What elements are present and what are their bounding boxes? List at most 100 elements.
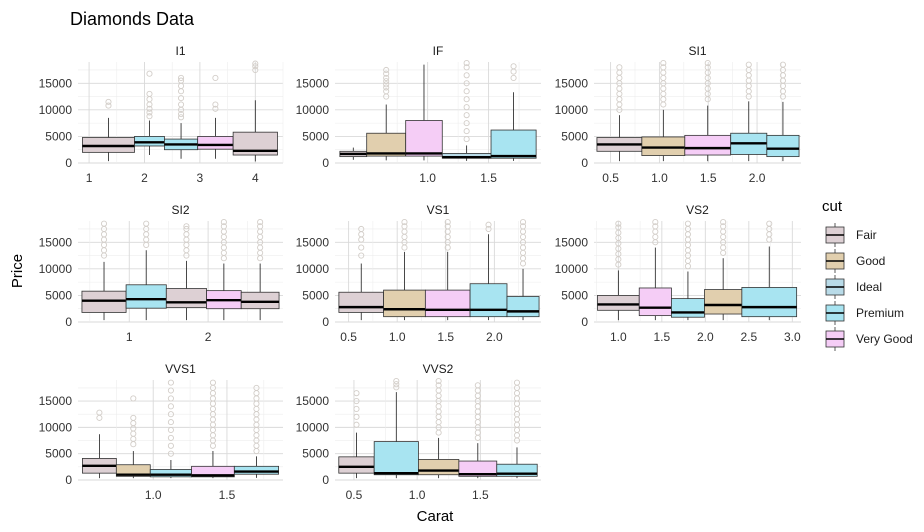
outlier-point: [167, 387, 174, 394]
x-tick-label: 1.5: [700, 171, 717, 185]
outlier-point: [167, 434, 174, 441]
box-premium: [149, 379, 192, 479]
outlier-point: [167, 442, 174, 449]
legend-label: Good: [856, 254, 885, 268]
outlier-point: [178, 95, 185, 102]
x-tick-label: 2: [205, 330, 212, 344]
box-iqr: [741, 287, 798, 318]
outlier-point: [252, 66, 259, 74]
box-iqr: [638, 287, 672, 317]
outlier-point: [684, 220, 691, 227]
box-fair: [338, 390, 375, 479]
y-tick-label: 0: [322, 315, 329, 329]
y-tick-label: 15000: [39, 76, 73, 90]
outlier-point: [100, 241, 108, 248]
outlier-point: [100, 236, 108, 243]
outlier-point: [616, 69, 623, 76]
x-tick-label: 1.5: [653, 330, 670, 344]
y-tick-label: 5000: [302, 288, 329, 302]
outlier-point: [143, 220, 150, 227]
legend-entry-good: Good: [825, 249, 885, 273]
y-tick-label: 5000: [561, 129, 588, 143]
outlier-point: [485, 225, 492, 233]
box-good: [641, 60, 686, 162]
y-tick-label: 10000: [296, 262, 330, 276]
outlier-point: [615, 220, 622, 227]
outlier-point: [220, 223, 227, 230]
outlier-point: [510, 74, 517, 81]
outlier-point: [745, 77, 752, 84]
outlier-point: [463, 112, 470, 119]
outlier-point: [652, 219, 659, 226]
outlier-point: [704, 74, 711, 81]
facet-strip-label: VVS2: [423, 362, 454, 376]
box-premium: [506, 219, 540, 321]
facet-panel-if: IF 0 5000 10000 15000 1.0 1.5: [296, 44, 541, 185]
facet-panel-vvs1: VVS1 0 5000 10000 15000 1.0 1.5: [39, 362, 283, 502]
x-tick-label: 1: [126, 330, 133, 344]
box-iqr: [338, 456, 375, 474]
box-iqr: [165, 288, 207, 309]
outlier-point: [220, 244, 227, 251]
outlier-point: [253, 416, 260, 423]
box-iqr: [671, 298, 705, 318]
y-tick-label: 0: [581, 156, 588, 170]
outlier-point: [745, 88, 752, 95]
outlier-point: [435, 413, 442, 420]
outlier-point: [463, 136, 470, 143]
box-very-good: [197, 74, 234, 159]
outlier-point: [183, 225, 190, 233]
outlier-point: [401, 233, 408, 240]
outlier-point: [183, 231, 190, 238]
y-tick-label: 10000: [296, 420, 330, 434]
x-tick-label: 1.0: [409, 488, 426, 502]
box-iqr: [490, 129, 537, 159]
facet-strip-label: IF: [433, 44, 444, 58]
box-fair: [240, 219, 280, 321]
outlier-point: [96, 409, 103, 416]
outlier-point: [616, 64, 623, 71]
outlier-point: [485, 221, 492, 228]
outlier-point: [652, 223, 659, 230]
outlier-point: [401, 223, 408, 230]
outlier-point: [652, 233, 659, 240]
outlier-point: [358, 252, 365, 259]
box-iqr: [338, 291, 384, 313]
x-tick-label: 0.5: [340, 330, 357, 344]
outlier-point: [393, 384, 400, 391]
x-tick-label: 2: [141, 171, 148, 185]
box-iqr: [641, 136, 686, 156]
outlier-point: [463, 60, 470, 67]
box-very-good: [206, 219, 242, 321]
box-iqr: [125, 284, 167, 309]
y-tick-label: 5000: [302, 447, 329, 461]
outlier-point: [704, 69, 711, 76]
outlier-point: [435, 403, 442, 410]
outlier-point: [513, 390, 521, 397]
outlier-point: [766, 220, 773, 227]
outlier-point: [463, 128, 470, 135]
outlier-point: [209, 426, 216, 434]
outlier-point: [383, 70, 390, 77]
outlier-point: [146, 96, 153, 103]
outlier-point: [167, 411, 174, 418]
outlier-point: [209, 432, 216, 439]
outlier-point: [209, 421, 216, 428]
outlier-point: [212, 74, 219, 81]
outlier-point: [779, 88, 786, 95]
y-axis-title: Price: [9, 254, 26, 288]
outlier-point: [183, 236, 190, 243]
outlier-point: [660, 74, 667, 81]
outlier-point: [253, 390, 260, 397]
y-tick-label: 15000: [39, 394, 73, 408]
x-tick-label: 0.5: [346, 488, 363, 502]
box-premium: [490, 63, 537, 161]
outlier-point: [358, 231, 365, 238]
outlier-point: [100, 247, 108, 254]
outlier-point: [463, 88, 470, 95]
facet-panel-si1: SI1 0 5000 10000 15000 0.5 1.0 1.5 2.0: [555, 44, 801, 185]
legend-label: Fair: [856, 228, 877, 242]
box-fair: [597, 220, 640, 321]
outlier-point: [220, 219, 227, 226]
outlier-point: [209, 416, 216, 423]
